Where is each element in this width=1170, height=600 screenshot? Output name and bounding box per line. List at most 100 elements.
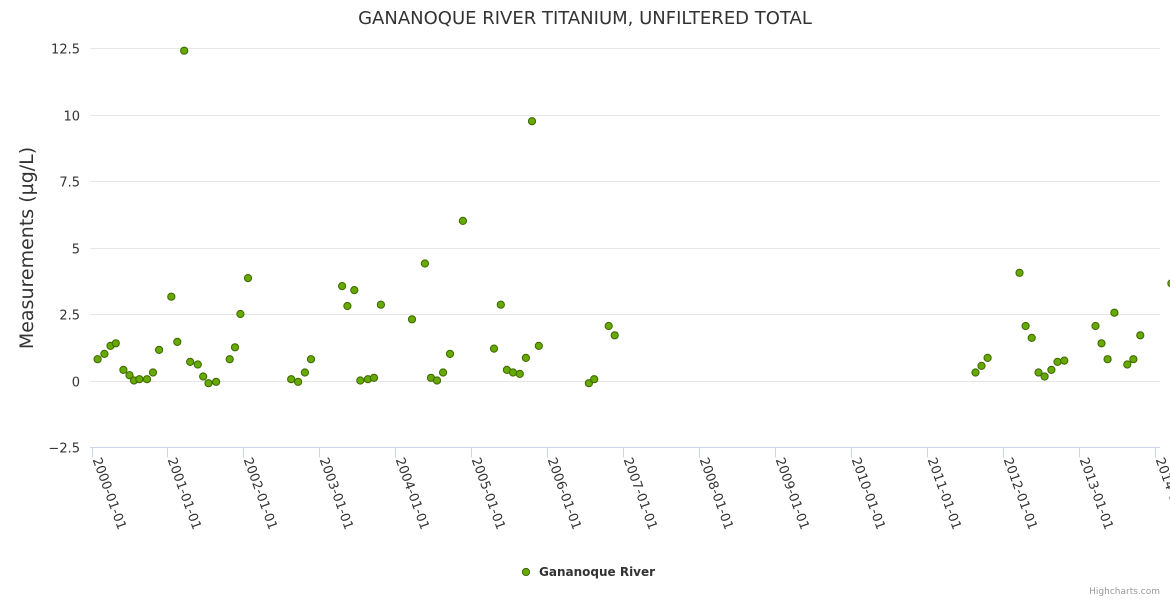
data-point[interactable] (204, 379, 213, 388)
data-point[interactable] (584, 379, 594, 388)
x-tick-label: 2001-01-01 (164, 456, 204, 532)
data-point[interactable] (376, 300, 385, 309)
data-point[interactable] (1129, 355, 1138, 364)
data-point[interactable] (1167, 279, 1170, 288)
legend-marker[interactable] (521, 567, 531, 577)
x-tick-label: 2006-01-01 (544, 456, 584, 532)
x-tick-label: 2012-01-01 (1000, 456, 1040, 532)
data-point[interactable] (125, 371, 134, 380)
legend[interactable]: Gananoque River (521, 565, 655, 579)
data-point[interactable] (236, 309, 245, 319)
x-tick-label: 2002-01-01 (240, 456, 280, 532)
data-point[interactable] (155, 345, 164, 354)
data-point[interactable] (1027, 333, 1036, 342)
data-point[interactable] (186, 357, 195, 366)
data-point[interactable] (1091, 321, 1100, 331)
data-point[interactable] (193, 360, 202, 369)
data-point[interactable] (439, 368, 448, 377)
data-point[interactable] (173, 337, 182, 346)
x-axis: 2000-01-01 2001-01-01 2002-01-01 2003-01-01… (89, 447, 1170, 532)
y-tick-label: 12.5 (51, 43, 80, 58)
data-point[interactable] (212, 377, 221, 386)
y-axis: 12.5 10 7.5 5 2.5 0 −2.5 (48, 43, 80, 457)
data-point[interactable] (287, 375, 296, 384)
data-point[interactable] (225, 355, 234, 364)
data-point[interactable] (148, 368, 158, 377)
data-point[interactable] (977, 361, 986, 370)
data-point[interactable] (496, 300, 505, 309)
data-point[interactable] (199, 372, 208, 381)
data-point[interactable] (1053, 357, 1062, 366)
data-point[interactable] (515, 369, 524, 378)
data-point[interactable] (508, 368, 518, 377)
y-tick-label: −2.5 (48, 442, 80, 457)
x-tick-label: 2011-01-01 (924, 456, 964, 532)
legend-item-gananoque-river[interactable]: Gananoque River (539, 565, 655, 579)
x-tick-label: 2007-01-01 (620, 456, 660, 532)
data-point[interactable] (180, 46, 189, 55)
x-tick-label: 2010-01-01 (848, 456, 888, 532)
data-point[interactable] (420, 259, 429, 268)
data-point[interactable] (489, 344, 499, 353)
data-point[interactable] (1015, 268, 1024, 277)
data-point[interactable] (610, 331, 619, 340)
x-tick-label: 2005-01-01 (468, 456, 508, 532)
data-point[interactable] (527, 117, 537, 126)
data-point[interactable] (604, 321, 613, 331)
data-point[interactable] (167, 292, 176, 301)
data-point[interactable] (1123, 360, 1132, 369)
y-tick-label: 2.5 (59, 309, 80, 324)
data-point[interactable] (356, 376, 365, 385)
data-point[interactable] (243, 274, 253, 283)
y-tick-label: 5 (72, 243, 80, 258)
data-point[interactable] (445, 349, 455, 358)
data-point[interactable] (1110, 308, 1119, 317)
data-point[interactable] (343, 301, 352, 311)
data-point[interactable] (458, 216, 467, 225)
x-tick-label: 2008-01-01 (696, 456, 736, 532)
data-point[interactable] (1034, 368, 1043, 377)
data-point[interactable] (1040, 372, 1049, 381)
series-gananoque-river[interactable] (93, 46, 1170, 388)
data-point[interactable] (407, 315, 417, 324)
data-point[interactable] (369, 373, 379, 382)
data-point[interactable] (306, 355, 316, 364)
x-tick-label: 2004-01-01 (392, 456, 432, 532)
data-point[interactable] (135, 375, 144, 384)
data-point[interactable] (983, 353, 992, 362)
gridlines (90, 48, 1160, 382)
data-point[interactable] (1060, 356, 1069, 365)
data-point[interactable] (534, 341, 543, 350)
x-tick-label: 2013-01-01 (1076, 456, 1116, 532)
data-point[interactable] (111, 339, 120, 348)
y-tick-label: 7.5 (59, 176, 80, 191)
data-point[interactable] (300, 368, 309, 377)
credits-link[interactable]: Highcharts.com (1089, 587, 1160, 597)
x-tick-label: 2000-01-01 (89, 456, 129, 532)
x-tick-label: 2003-01-01 (316, 456, 356, 532)
y-tick-label: 10 (63, 110, 80, 125)
x-tick-label: 2014-01-01 (1152, 456, 1170, 532)
y-tick-label: 0 (72, 376, 80, 391)
data-point[interactable] (1136, 331, 1145, 340)
data-point[interactable] (971, 368, 980, 377)
data-point[interactable] (100, 349, 109, 358)
data-point[interactable] (432, 376, 442, 385)
data-point[interactable] (590, 375, 599, 384)
data-point[interactable] (93, 355, 102, 364)
data-point[interactable] (1103, 355, 1112, 364)
data-point[interactable] (294, 377, 303, 386)
data-point[interactable] (521, 353, 531, 362)
data-point[interactable] (119, 365, 128, 374)
data-point[interactable] (1047, 365, 1056, 374)
data-point[interactable] (350, 286, 359, 295)
data-point[interactable] (230, 343, 240, 352)
y-axis-title: Measurements (µg/L) (16, 147, 38, 349)
data-point[interactable] (142, 375, 152, 384)
x-tick-label: 2009-01-01 (772, 456, 812, 532)
data-point[interactable] (338, 282, 347, 291)
data-point[interactable] (1021, 321, 1030, 331)
data-point[interactable] (1097, 339, 1106, 348)
